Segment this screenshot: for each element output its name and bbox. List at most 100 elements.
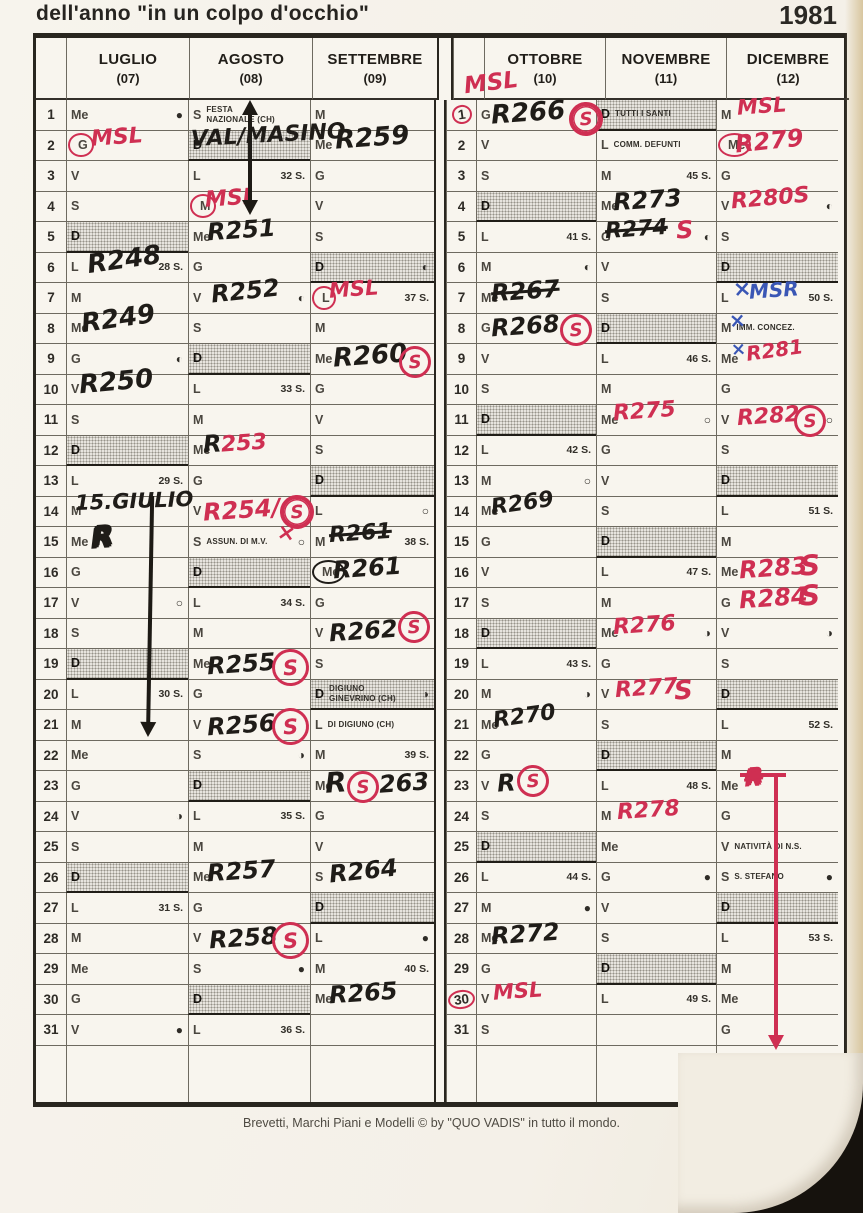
day-letter: D <box>193 778 203 792</box>
handwriting-layer: R269 <box>489 486 555 520</box>
calendar-row: 2 G MSL D VAL/MASINO Me R259 2 V L COMM. DEFUNTI Me… <box>36 118 844 161</box>
calendar-row: 9 G ◐ D Me R260 S 9 V L 46 S. Me × R281 <box>36 334 844 380</box>
calendar-cell-settembre: M 39 S. <box>310 740 434 771</box>
holiday-label-line: GINEVRINO (CH) <box>329 693 396 703</box>
empty-cell <box>188 1045 310 1102</box>
handwriting-layer: R259 <box>325 120 410 155</box>
calendar-cell-dicembre: M <box>716 527 838 558</box>
calendar-cell-agosto: L 33 S. <box>188 374 310 405</box>
day-letter: L <box>315 717 323 732</box>
day-letter: M <box>721 321 732 335</box>
calendar-cell-agosto: V ◐ R252 <box>188 273 310 314</box>
circled-s-mark: S <box>345 769 380 805</box>
block-divider <box>434 252 446 283</box>
calendar-cell-ottobre: G R268 S <box>476 309 596 347</box>
day-number-value: 24 <box>453 808 470 824</box>
handwriting-layer: R273 <box>611 183 682 216</box>
day-letter: S <box>71 839 80 854</box>
week-number: 50 S. <box>808 291 833 304</box>
handwriting-layer: R258 S <box>203 920 310 960</box>
block-divider <box>434 435 446 466</box>
day-letter: L <box>71 687 79 701</box>
calendar-row: 21 M V R256 S L DI DIGIUNO (CH) 21 Me R270 S L 52 S. <box>36 700 844 747</box>
day-letter: M <box>721 107 732 122</box>
week-number: 36 S. <box>280 1023 305 1036</box>
month-code: (12) <box>776 70 800 86</box>
calendar-cell-novembre: S <box>596 496 716 527</box>
day-letter: L <box>721 931 729 945</box>
handwriting-layer: R280S <box>730 182 811 214</box>
day-letter: V <box>481 565 490 579</box>
calendar-cell-luglio: D <box>66 222 188 253</box>
moon-new-icon: ● <box>583 900 591 915</box>
day-number-left: 30 <box>36 985 66 1015</box>
calendar-cell-dicembre: V ◑ <box>716 618 838 649</box>
week-number: 47 S. <box>686 566 711 579</box>
calendar-cell-agosto: D VAL/MASINO <box>188 118 346 161</box>
calendar-cell-ottobre: M ○ <box>476 466 596 497</box>
day-number-right: 9 <box>446 344 476 375</box>
calendar-cell-dicembre: L 51 S. <box>716 496 838 527</box>
block-divider <box>434 984 446 1015</box>
calendar-cell-dicembre: Me R279 <box>716 123 838 161</box>
day-letter: D <box>193 137 203 152</box>
day-number-right: 28 <box>446 923 476 954</box>
day-number-right <box>446 1045 476 1102</box>
day-letter: G <box>601 229 611 244</box>
calendar-cell-ottobre: G <box>476 527 596 558</box>
day-number-value: 16 <box>453 564 470 580</box>
calendar-cell-settembre: S <box>310 222 434 253</box>
holiday-label: NATIVITÀ DI N.S. <box>734 842 802 852</box>
calendar-cell-agosto: L 34 S. <box>188 588 310 619</box>
calendar-cell-ottobre: V <box>476 344 596 375</box>
day-number-value: 3 <box>47 168 55 184</box>
handwritten-circle-mark: Me <box>312 560 346 585</box>
calendar-row: 23 G D Me R S 263 23 V R S L 48 S. Me R <box>36 763 844 805</box>
block-divider <box>434 374 446 405</box>
month-name: NOVEMBRE <box>621 50 711 68</box>
day-letter: Me <box>601 199 619 213</box>
moon-full-icon: ○ <box>583 473 591 488</box>
calendar-cell-novembre: G ◐ R274 S <box>596 215 716 253</box>
week-number: 28 S. <box>158 261 183 274</box>
calendar-cell-ottobre: M ◐ <box>476 252 596 283</box>
day-number-value: 12 <box>43 442 59 458</box>
holiday-label: DIGIUNO GINEVRINO (CH) <box>329 684 396 704</box>
day-letter: Me <box>601 626 619 640</box>
calendar-cell-agosto: S <box>188 313 310 344</box>
calendar-cell-settembre: S <box>310 435 434 466</box>
day-number-right: 17 <box>446 588 476 619</box>
day-letter: V <box>481 778 490 793</box>
calendar-cell-settembre: L 37 S. MSL <box>310 275 434 314</box>
calendar-cell-dicembre: G <box>716 801 838 832</box>
day-letter: D <box>601 107 611 121</box>
month-name: DICEMBRE <box>746 50 830 68</box>
day-number-value: 24 <box>43 808 59 824</box>
day-number-value: 12 <box>453 442 470 458</box>
day-number-left: 19 <box>36 649 66 680</box>
calendar-cell-ottobre: G <box>476 740 596 771</box>
week-number: 38 S. <box>404 535 429 548</box>
handwriting-layer: R254/S <box>202 493 316 530</box>
day-letter: S <box>481 1022 490 1037</box>
day-letter: D <box>721 259 731 274</box>
day-number-left: 11 <box>36 405 66 436</box>
calendar-cell-luglio: G <box>66 557 188 588</box>
day-letter: D <box>71 869 81 884</box>
day-letter: G <box>721 595 731 610</box>
calendar-cell-agosto: S ● <box>188 954 310 985</box>
day-letter: L <box>481 229 489 244</box>
handwritten-note: R256 <box>206 708 277 741</box>
calendar-cell-settembre: M 38 S. R261 <box>310 519 434 558</box>
calendar-cell-novembre: Me ◑ R276 <box>596 610 716 649</box>
block-divider <box>434 1015 446 1046</box>
holiday-label: COMM. DEFUNTI <box>614 140 681 150</box>
day-letter: M <box>315 321 326 335</box>
day-letter: M <box>601 382 612 396</box>
day-number-right: 6 <box>446 252 476 283</box>
day-letter: Me <box>601 412 619 427</box>
handwritten-note: R283 <box>738 551 809 584</box>
calendar-cell-settembre <box>310 1015 434 1046</box>
calendar-cell-novembre: M <box>596 374 716 405</box>
holiday-label-line: NAZIONALE (CH) <box>206 114 275 124</box>
